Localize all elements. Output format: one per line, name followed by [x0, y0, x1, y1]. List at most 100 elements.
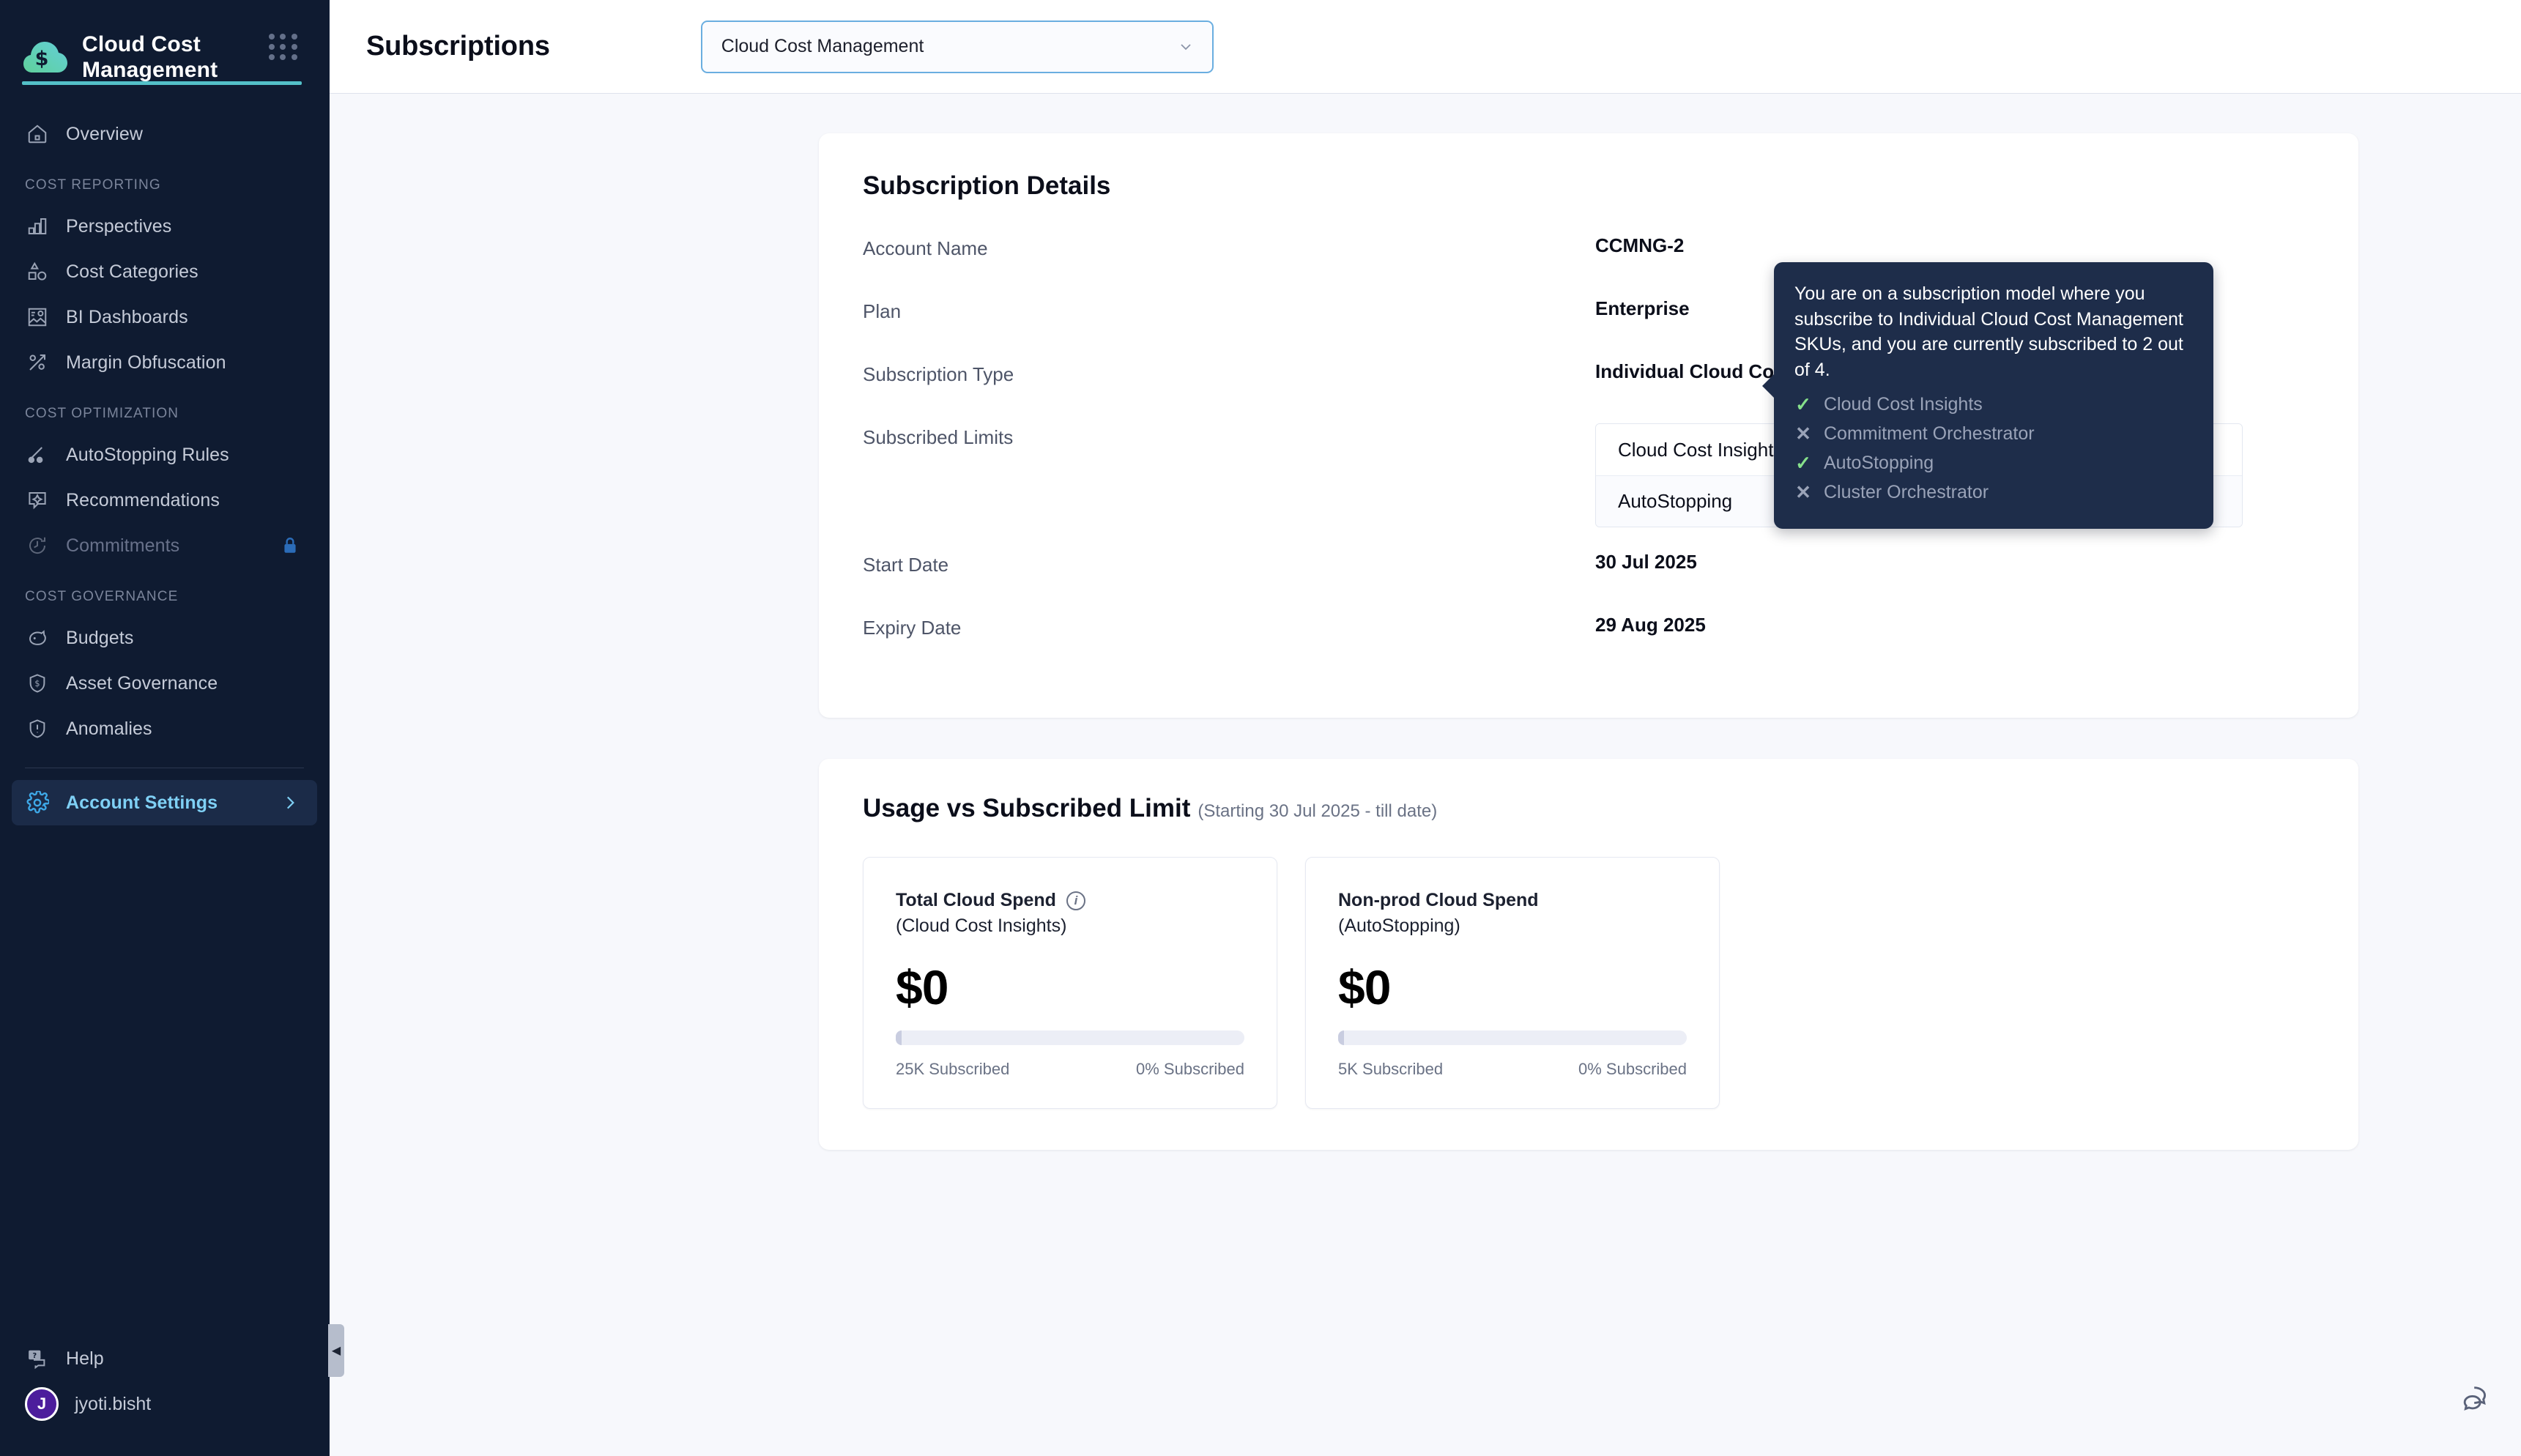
sidebar-item-label: Asset Governance [66, 672, 218, 694]
usage-subscribed-label: 5K Subscribed [1338, 1060, 1444, 1078]
home-icon [25, 122, 50, 146]
limit-name: AutoStopping [1618, 490, 1733, 512]
info-icon[interactable]: i [1066, 891, 1085, 910]
main-area: Subscriptions Cloud Cost Management Subs… [330, 0, 2521, 1456]
scope-select[interactable]: Cloud Cost Management [700, 20, 1214, 73]
sidebar-item-label: Perspectives [66, 215, 172, 237]
sidebar-nav: Overview COST REPORTING Perspectives [0, 94, 329, 1336]
sidebar-item-recommendations[interactable]: Recommendations [12, 478, 317, 523]
usage-cards: Total Cloud Spend i (Cloud Cost Insights… [863, 857, 2314, 1109]
detail-row-expiry-date: Expiry Date 29 Aug 2025 [863, 614, 2314, 677]
tooltip-sku-label: AutoStopping [1824, 452, 1934, 473]
lock-icon [281, 536, 300, 555]
brand-title: Cloud Cost Management [82, 31, 218, 82]
sidebar-item-margin-obfuscation[interactable]: Margin Obfuscation [12, 340, 317, 385]
user-profile[interactable]: J jyoti.bisht [12, 1381, 317, 1427]
usage-card-header: Total Cloud Spend i [896, 890, 1244, 911]
brand-underline [22, 81, 302, 85]
sidebar-item-label: Recommendations [66, 489, 220, 510]
usage-card-source: (AutoStopping) [1338, 915, 1460, 936]
sidebar-item-budgets[interactable]: Budgets [12, 615, 317, 661]
sidebar-footer: ? Help J jyoti.bisht [0, 1336, 329, 1456]
sidebar-item-help[interactable]: ? Help [12, 1336, 317, 1381]
sidebar-item-label: Cost Categories [66, 261, 198, 282]
check-icon: ✓ [1795, 393, 1811, 415]
clock-refresh-icon [25, 533, 50, 558]
shield-alert-icon [25, 716, 50, 741]
usage-card-title: Total Cloud Spend [896, 890, 1056, 910]
bar-chart-icon [25, 214, 50, 239]
detail-label: Subscription Type [863, 363, 1014, 385]
tooltip-sku-item: ✓ Cloud Cost Insights [1794, 390, 2193, 419]
chevron-down-icon [1177, 38, 1195, 56]
piggy-bank-icon [25, 625, 50, 650]
tooltip-sku-list: ✓ Cloud Cost Insights ✕ Commitment Orche… [1794, 390, 2193, 507]
svg-text:$: $ [35, 48, 49, 70]
progress-fill [896, 1030, 902, 1045]
detail-value: CCMNG-2 [1595, 234, 1685, 256]
sidebar-item-label: Help [66, 1348, 104, 1369]
check-icon: ✓ [1795, 451, 1811, 474]
sidebar-item-commitments[interactable]: Commitments [12, 523, 317, 568]
sidebar-item-label: AutoStopping Rules [66, 444, 229, 465]
chat-bubbles-icon[interactable] [2461, 1383, 2495, 1416]
usage-card-amount: $0 [1338, 960, 1391, 1014]
detail-row-plan: Plan Enterprise [863, 297, 2314, 360]
detail-label: Plan [863, 300, 902, 322]
top-bar: Subscriptions Cloud Cost Management [330, 0, 2521, 94]
sidebar-item-cost-categories[interactable]: Cost Categories [12, 249, 317, 294]
sidebar-group-cost-optimization: COST OPTIMIZATION [25, 406, 179, 421]
cross-icon: ✕ [1795, 422, 1811, 445]
sidebar-brand: $ Cloud Cost Management [0, 0, 329, 94]
tooltip-sku-label: Cluster Orchestrator [1824, 481, 1989, 502]
detail-label: Expiry Date [863, 617, 962, 639]
recommendation-icon [25, 488, 50, 513]
detail-value: 30 Jul 2025 [1595, 551, 1697, 573]
usage-card-title: Usage vs Subscribed Limit (Starting 30 Ju… [863, 794, 2314, 823]
usage-card-title: Non-prod Cloud Spend [1338, 890, 1539, 910]
usage-card-footer: 5K Subscribed 0% Subscribed [1338, 1060, 1687, 1079]
sidebar-item-bi-dashboards[interactable]: BI Dashboards [12, 294, 317, 340]
shield-dollar-icon: $ [25, 671, 50, 696]
usage-card-total-cloud-spend: Total Cloud Spend i (Cloud Cost Insights… [863, 857, 1277, 1109]
sidebar-collapse-handle[interactable]: ◀ [328, 1324, 344, 1377]
detail-label: Account Name [863, 237, 988, 259]
user-name: jyoti.bisht [75, 1393, 152, 1414]
detail-label: Start Date [863, 554, 949, 576]
usage-card-footer: 25K Subscribed 0% Subscribed [896, 1060, 1244, 1079]
gear-icon [25, 790, 50, 815]
sidebar-item-autostopping-rules[interactable]: AutoStopping Rules [12, 432, 317, 478]
usage-progress-bar [1338, 1030, 1687, 1045]
usage-card-amount: $0 [896, 960, 948, 1014]
app-grid-icon[interactable] [269, 32, 298, 62]
sidebar-item-label: Account Settings [66, 792, 218, 813]
usage-percent-label: 0% Subscribed [1136, 1060, 1244, 1078]
scope-select-value: Cloud Cost Management [721, 36, 924, 56]
usage-card-source: (Cloud Cost Insights) [896, 915, 1067, 936]
cloud-dollar-logo: $ [22, 39, 69, 75]
sidebar-item-label: BI Dashboards [66, 306, 188, 327]
usage-subscribed-label: 25K Subscribed [896, 1060, 1010, 1078]
sidebar-item-account-settings[interactable]: Account Settings [12, 780, 317, 825]
subscription-type-tooltip: You are on a subscription model where yo… [1762, 262, 2213, 529]
usage-progress-bar [896, 1030, 1244, 1045]
dashboard-image-icon [25, 305, 50, 330]
percent-arrow-icon [25, 350, 50, 375]
tooltip-sku-item: ✕ Commitment Orchestrator [1794, 419, 2193, 448]
usage-title-subtitle: (Starting 30 Jul 2025 - till date) [1198, 801, 1438, 821]
tooltip-sku-item: ✕ Cluster Orchestrator [1794, 478, 2193, 507]
autostopping-icon [25, 442, 50, 467]
sidebar-item-overview[interactable]: Overview [12, 111, 317, 157]
sidebar-item-asset-governance[interactable]: $ Asset Governance [12, 661, 317, 706]
sidebar-item-perspectives[interactable]: Perspectives [12, 204, 317, 249]
chevron-right-icon [281, 793, 300, 812]
usage-title-text: Usage vs Subscribed Limit [863, 794, 1191, 822]
tooltip-text: You are on a subscription model where yo… [1794, 283, 2183, 380]
sidebar-item-label: Overview [66, 123, 143, 144]
sidebar-item-label: Margin Obfuscation [66, 352, 226, 373]
usage-vs-limit-card: Usage vs Subscribed Limit (Starting 30 Ju… [819, 759, 2358, 1150]
sidebar-item-label: Anomalies [66, 718, 152, 739]
page-title: Subscriptions [366, 31, 550, 62]
sidebar-item-anomalies[interactable]: Anomalies [12, 706, 317, 751]
